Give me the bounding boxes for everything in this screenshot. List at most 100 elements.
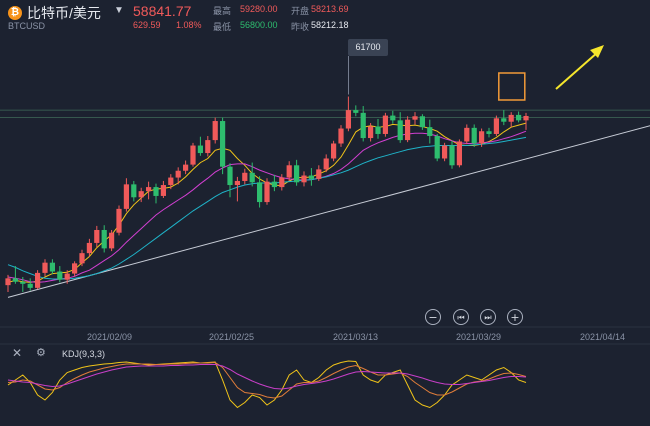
candle-body (5, 278, 11, 286)
candle-body (308, 175, 314, 179)
x-tick-label: 2021/02/09 (87, 332, 133, 342)
candle-body (271, 181, 277, 188)
candle-body (419, 116, 425, 128)
low-label: 最低 (213, 22, 232, 32)
candle-body (508, 114, 514, 122)
candle-body (464, 127, 470, 142)
candle-body (456, 141, 462, 166)
candle-body (101, 229, 107, 249)
candle-body (294, 165, 300, 183)
candle-body (360, 112, 366, 139)
candle-body (257, 182, 263, 203)
candle-body (368, 126, 374, 139)
candle-body (79, 253, 85, 264)
candle-body (190, 145, 196, 165)
candle-body (316, 169, 322, 179)
x-tick-label: 2021/02/25 (209, 332, 255, 342)
price-change: 629.59 (133, 20, 161, 30)
kdj-legend: KDJ(9,3,3) (62, 349, 106, 359)
candle-body (397, 120, 403, 141)
candle-body (434, 136, 440, 159)
kdj-line-d (7, 361, 527, 399)
candle-body (160, 185, 166, 196)
x-tick-label: 2021/03/13 (333, 332, 379, 342)
candle-body (279, 177, 285, 188)
pair-selector[interactable]: 比特币/美元 (27, 5, 101, 21)
candle-body (449, 145, 455, 166)
trend-line (7, 125, 650, 298)
candle-body (353, 110, 359, 113)
candle-body (227, 166, 233, 186)
quote-header: ₿ 比特币/美元 ▼ BTCUSD 58841.77 629.59 1.08% … (0, 0, 650, 38)
arrow-head-icon (590, 45, 604, 58)
skip-back-icon[interactable]: ⏮ (453, 309, 469, 325)
candle-body (205, 140, 211, 154)
symbol-label: BTCUSD (8, 21, 46, 31)
low-value: 56800.00 (240, 20, 278, 30)
candle-body (116, 208, 122, 233)
candle-body (109, 232, 115, 249)
candle-body (427, 127, 433, 137)
highlight-box (498, 72, 526, 101)
candle-body (168, 177, 174, 186)
candle-body (493, 118, 499, 134)
candle-body (220, 121, 226, 167)
skip-forward-icon[interactable]: ⏭ (480, 309, 496, 325)
candle-body (249, 172, 255, 183)
candle-body (131, 184, 137, 198)
candle-body (138, 191, 144, 198)
caret-down-icon[interactable]: ▼ (114, 5, 124, 16)
candle-body (523, 115, 529, 121)
candle-body (64, 273, 70, 280)
candle-body (486, 131, 492, 134)
candle-body (42, 262, 48, 273)
high-label: 最高 (213, 6, 232, 16)
candle-body (390, 115, 396, 121)
candle-body (338, 128, 344, 144)
open-value: 58213.69 (311, 4, 349, 14)
candle-body (57, 271, 63, 280)
moving-average-line (7, 136, 527, 280)
candle-body (94, 229, 100, 243)
bitcoin-icon: ₿ (8, 6, 22, 20)
candle-body (197, 145, 203, 154)
candle-body (72, 263, 78, 274)
last-price: 58841.77 (133, 3, 192, 19)
candle-body (20, 281, 26, 284)
arrow-line (555, 51, 599, 90)
candle-body (479, 131, 485, 144)
candle-body (471, 127, 477, 144)
gear-icon[interactable]: ⚙ (36, 346, 46, 359)
kdj-line-j (7, 364, 527, 390)
plus-circle-icon[interactable]: + (507, 309, 523, 325)
candle-body (153, 187, 159, 196)
candle-body (516, 114, 522, 121)
x-tick-label: 2021/03/29 (456, 332, 502, 342)
candle-body (123, 184, 129, 209)
prev-close-value: 58212.18 (311, 20, 349, 30)
prev-close-label: 昨收 (291, 22, 310, 32)
candle-body (286, 165, 292, 178)
close-icon[interactable]: ✕ (12, 346, 23, 360)
price-change-pct: 1.08% (176, 20, 202, 30)
candle-body (35, 272, 41, 288)
candle-body (405, 119, 411, 141)
candle-body (442, 145, 448, 159)
candle-body (49, 262, 55, 272)
candle-body (212, 121, 218, 141)
minus-circle-icon[interactable]: − (425, 309, 441, 325)
candle-body (301, 175, 307, 183)
open-label: 开盘 (291, 6, 310, 16)
candle-body (323, 158, 329, 170)
candle-body (175, 170, 181, 178)
candle-body (264, 181, 270, 203)
candle-body (242, 172, 248, 181)
candle-body (331, 143, 337, 159)
max-price-tag: 61700 (348, 39, 388, 56)
candle-body (12, 278, 18, 282)
candle-body (86, 242, 92, 254)
candle-body (183, 164, 189, 171)
kdj-line-k (7, 360, 527, 409)
candle-body (501, 118, 507, 122)
